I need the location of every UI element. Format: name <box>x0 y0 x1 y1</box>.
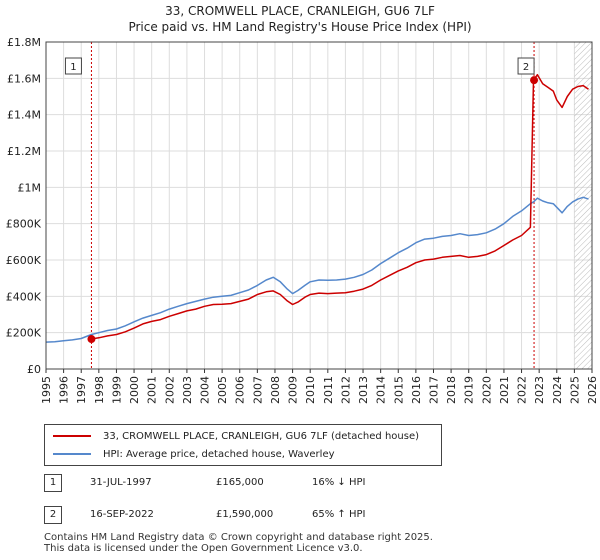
x-tick-label: 2009 <box>287 376 300 404</box>
x-tick-label: 2002 <box>163 376 176 404</box>
y-tick-label: £1.4M <box>7 109 41 122</box>
x-tick-label: 2021 <box>498 376 511 404</box>
x-tick-label: 2018 <box>445 376 458 404</box>
x-tick-label: 2012 <box>339 376 352 404</box>
legend-swatch-hpi <box>53 453 91 455</box>
sale-point <box>530 76 539 85</box>
x-tick-label: 2005 <box>216 376 229 404</box>
x-tick-label: 2008 <box>269 376 282 404</box>
footer-licence: This data is licensed under the Open Gov… <box>44 543 363 554</box>
plot-background <box>46 42 592 369</box>
forecast-hatch <box>574 42 592 369</box>
y-tick-label: £1.8M <box>7 36 41 49</box>
x-tick-label: 2020 <box>480 376 493 404</box>
transaction-price: £1,590,000 <box>216 509 274 520</box>
y-tick-label: £800K <box>6 218 42 231</box>
legend-label-property: 33, CROMWELL PLACE, CRANLEIGH, GU6 7LF (… <box>103 430 420 442</box>
x-tick-label: 2026 <box>586 376 599 404</box>
x-tick-label: 2025 <box>568 376 581 404</box>
legend-item-property: 33, CROMWELL PLACE, CRANLEIGH, GU6 7LF (… <box>53 427 419 445</box>
sale-label-box <box>517 57 535 75</box>
y-tick-label: £1M <box>18 181 42 194</box>
x-tick-label: 2022 <box>516 376 529 404</box>
legend-swatch-property <box>53 435 91 437</box>
x-tick-label: 2001 <box>146 376 159 404</box>
y-tick-label: £1.6M <box>7 72 41 85</box>
sale-label: 1 <box>70 62 76 73</box>
x-tick-label: 2003 <box>181 376 194 404</box>
x-tick-label: 2013 <box>357 376 370 404</box>
transaction-hpi: 65% ↑ HPI <box>312 509 366 520</box>
chart-subtitle: Price paid vs. HM Land Registry's House … <box>128 20 472 34</box>
transaction-price: £165,000 <box>216 477 264 488</box>
legend: 33, CROMWELL PLACE, CRANLEIGH, GU6 7LF (… <box>44 424 442 466</box>
transaction-date: 31-JUL-1997 <box>90 477 152 488</box>
plot-frame <box>45 41 593 370</box>
y-tick-label: £400K <box>6 290 42 303</box>
chart-title: 33, CROMWELL PLACE, CRANLEIGH, GU6 7LF <box>165 4 435 18</box>
x-tick-label: 2011 <box>322 376 335 404</box>
transaction-number: 1 <box>44 474 62 492</box>
x-tick-label: 2024 <box>551 376 564 404</box>
legend-label-hpi: HPI: Average price, detached house, Wave… <box>103 448 335 460</box>
y-tick-label: £200K <box>6 327 42 340</box>
footer-copyright: Contains HM Land Registry data © Crown c… <box>44 532 433 543</box>
x-tick-label: 1997 <box>75 376 88 404</box>
x-tick-label: 2004 <box>199 376 212 404</box>
x-tick-label: 1995 <box>40 376 53 404</box>
price-chart: 1 2 £0 £200K £400K £600K £800K £1M £1.2M £1.4M £1… <box>6 36 599 404</box>
x-tick-label: 1996 <box>58 376 71 404</box>
x-tick-label: 2007 <box>251 376 264 404</box>
x-tick-label: 2000 <box>128 376 141 404</box>
sale-point <box>87 335 96 344</box>
sale-label-box <box>64 57 82 75</box>
x-tick-label: 2006 <box>234 376 247 404</box>
sale-label: 2 <box>523 62 529 73</box>
x-tick-label: 1999 <box>110 376 123 404</box>
transaction-hpi: 16% ↓ HPI <box>312 477 366 488</box>
hpi-line <box>45 196 589 343</box>
y-tick-label: £1.2M <box>7 145 41 158</box>
x-tick-label: 2015 <box>392 376 405 404</box>
transaction-date: 16-SEP-2022 <box>90 509 154 520</box>
transaction-number: 2 <box>44 506 62 524</box>
x-tick-label: 2019 <box>463 376 476 404</box>
legend-item-hpi: HPI: Average price, detached house, Wave… <box>53 445 335 463</box>
y-tick-label: £0 <box>27 363 41 376</box>
x-tick-label: 2017 <box>427 376 440 404</box>
x-tick-label: 1998 <box>93 376 106 404</box>
x-tick-label: 2023 <box>533 376 546 404</box>
x-tick-label: 2014 <box>375 376 388 404</box>
y-tick-label: £600K <box>6 254 42 267</box>
x-tick-label: 2016 <box>410 376 423 404</box>
x-tick-label: 2010 <box>304 376 317 404</box>
